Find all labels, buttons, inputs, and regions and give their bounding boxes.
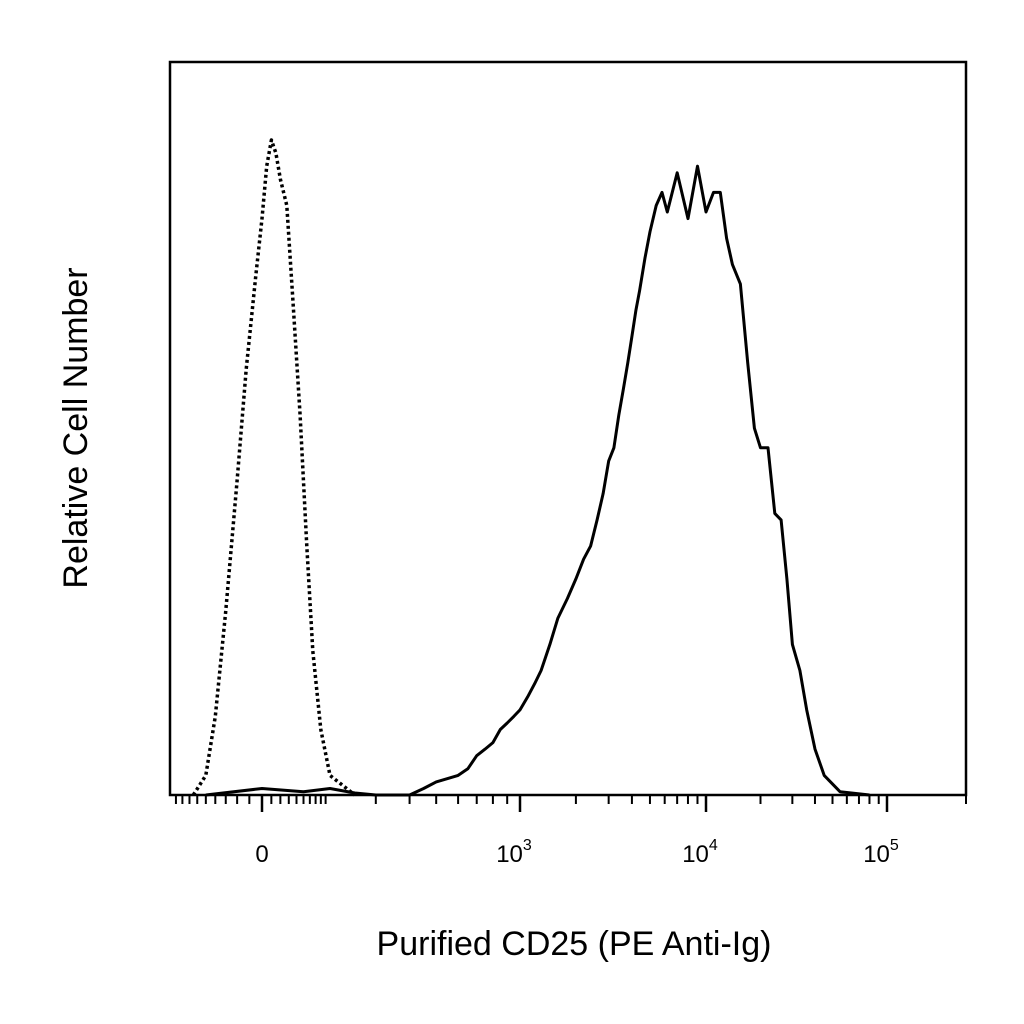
x-tick-label: 105	[863, 837, 899, 868]
minor-ticks	[174, 795, 967, 804]
y-axis-title: Relative Cell Number	[57, 267, 95, 588]
cd25-stained-histogram	[205, 164, 870, 797]
x-axis-title: Purified CD25 (PE Anti-Ig)	[377, 925, 772, 963]
x-tick-label: 104	[682, 837, 718, 868]
major-ticks	[260, 795, 889, 812]
plot-frame	[168, 60, 968, 797]
isotype-control-histogram	[191, 138, 356, 797]
x-tick-label: 0	[255, 841, 268, 868]
x-tick-label: 103	[496, 837, 532, 868]
series-layer	[191, 138, 870, 797]
x-tick-labels: 0 103 104 105	[255, 837, 899, 868]
